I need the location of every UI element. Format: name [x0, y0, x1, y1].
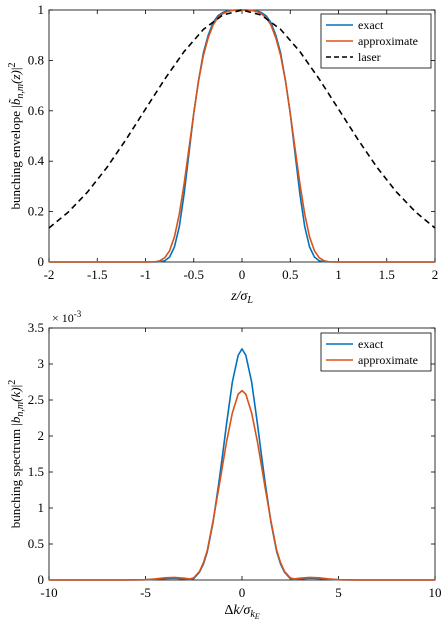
- spectrum-y-tick-label: 0.5: [28, 536, 44, 551]
- envelope-x-tick-label: 0: [239, 267, 246, 282]
- envelope-x-tick-label: -0.5: [183, 267, 204, 282]
- envelope-y-tick-label: 0.4: [28, 153, 45, 168]
- envelope-y-tick-label: 0.8: [28, 52, 44, 67]
- spectrum-y-tick-label: 3: [38, 356, 45, 371]
- spectrum-y-tick-label: 2.5: [28, 392, 44, 407]
- spectrum-legend-label: exact: [358, 337, 384, 351]
- envelope-chart: -2 -1.5 -1 -0.5 0 0.5 1 1.5 2 0 0.2 0.4 0.6 0.8 1 z/σL…: [7, 2, 438, 306]
- envelope-x-tick-label: -1.5: [87, 267, 108, 282]
- spectrum-y-tick-label: 1: [38, 500, 45, 515]
- spectrum-x-tick-label: 5: [335, 585, 342, 600]
- envelope-y-tick-label: 0.6: [28, 103, 45, 118]
- envelope-series-laser: [48, 9, 436, 229]
- spectrum-legend: exact approximate: [320, 332, 432, 372]
- spectrum-y-tick-label: 3.5: [28, 320, 44, 335]
- spectrum-x-tick-label: -10: [40, 585, 57, 600]
- envelope-y-tick-label: 0.2: [28, 204, 44, 219]
- envelope-legend-label: approximate: [358, 34, 418, 48]
- spectrum-legend-box: [320, 332, 432, 372]
- spectrum-y-tick-label: 0: [38, 572, 45, 587]
- envelope-x-tick-label: 2: [432, 267, 439, 282]
- spectrum-x-axis-title: Δk/σkE: [224, 603, 259, 621]
- envelope-y-tick-label: 0: [38, 254, 45, 269]
- spectrum-series-approximate: [49, 389, 435, 581]
- envelope-x-tick-label: 0.5: [282, 267, 298, 282]
- envelope-legend: exact approximate laser: [320, 13, 432, 69]
- envelope-y-tick-label: 1: [38, 2, 45, 17]
- spectrum-x-tick-label: 10: [429, 585, 442, 600]
- spectrum-y-exponent: × 10-3: [52, 309, 82, 325]
- envelope-x-axis-title: z/σL: [230, 289, 253, 306]
- envelope-x-tick-label: 1.5: [379, 267, 395, 282]
- envelope-legend-label: laser: [358, 50, 381, 64]
- spectrum-y-tick-label: 2: [38, 428, 45, 443]
- envelope-legend-label: exact: [358, 18, 384, 32]
- envelope-y-axis-title: bunching envelope |b̃n,m(z)|2: [7, 63, 26, 210]
- spectrum-legend-label: approximate: [358, 353, 418, 367]
- spectrum-x-tick-label: -5: [140, 585, 151, 600]
- spectrum-x-tick-label: 0: [239, 585, 246, 600]
- envelope-x-tick-label: -1: [140, 267, 151, 282]
- envelope-series-approximate: [49, 9, 435, 263]
- spectrum-y-tick-label: 1.5: [28, 464, 44, 479]
- envelope-x-tick-label: -2: [44, 267, 55, 282]
- envelope-x-tick-label: 1: [335, 267, 342, 282]
- spectrum-y-axis-title: bunching spectrum |bn,m(k)|2: [7, 380, 26, 528]
